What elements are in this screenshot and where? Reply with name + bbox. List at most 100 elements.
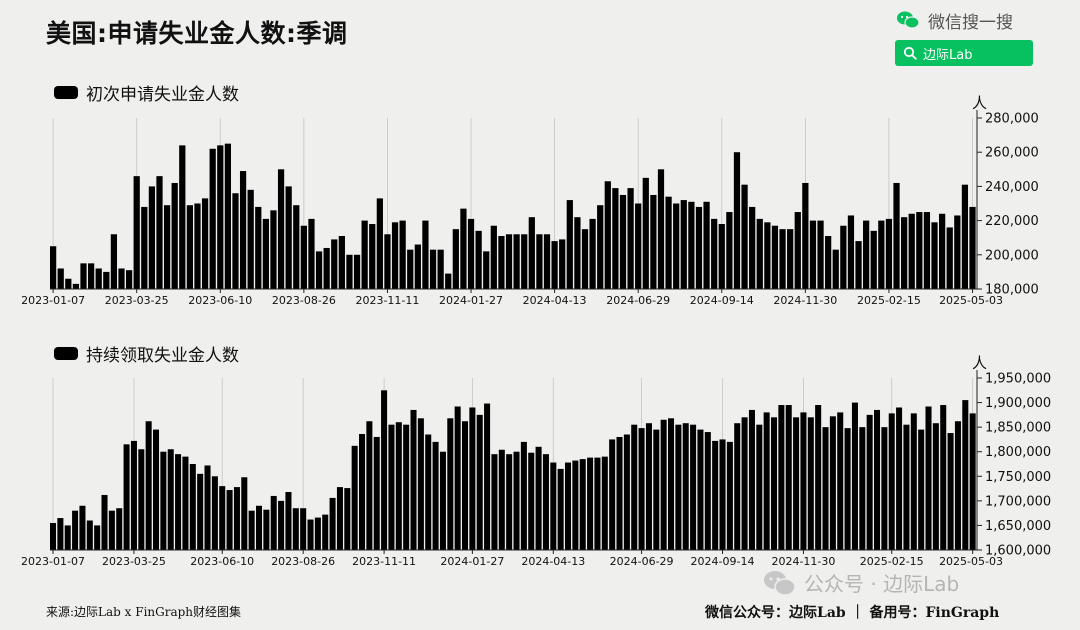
bar xyxy=(439,451,446,550)
x-tick-label: 2023-11-11 xyxy=(355,294,419,307)
bar xyxy=(954,215,961,289)
y-tick-label: 1,700,000 xyxy=(985,494,1051,509)
bar xyxy=(148,186,156,289)
bar xyxy=(505,234,513,289)
bar xyxy=(369,224,376,289)
bar xyxy=(559,239,566,289)
bar xyxy=(764,222,771,289)
x-tick-label: 2023-06-10 xyxy=(190,555,254,568)
bar xyxy=(645,423,652,550)
bar xyxy=(923,212,931,289)
bar xyxy=(351,445,358,550)
bar xyxy=(794,212,801,289)
legend-swatch xyxy=(54,86,78,99)
bar xyxy=(756,218,763,289)
x-tick-label: 2024-06-29 xyxy=(610,555,674,568)
x-tick-label: 2024-04-13 xyxy=(521,555,585,568)
bar xyxy=(145,421,152,550)
bar xyxy=(256,505,263,550)
bar xyxy=(521,234,528,289)
bar xyxy=(844,428,851,550)
bar xyxy=(483,251,490,289)
bar xyxy=(278,500,285,550)
bar xyxy=(946,227,953,289)
y-tick-label: 260,000 xyxy=(985,146,1039,161)
bar xyxy=(95,268,102,289)
bar xyxy=(108,510,115,550)
bar xyxy=(874,409,881,550)
bar xyxy=(395,422,402,550)
bar xyxy=(270,210,277,289)
bar xyxy=(429,249,437,289)
bar xyxy=(771,417,778,550)
bar xyxy=(72,510,79,550)
bar xyxy=(893,182,900,289)
bar xyxy=(391,222,399,289)
bar xyxy=(171,182,178,289)
bar xyxy=(741,184,748,289)
bar xyxy=(697,429,704,550)
y-unit-label: 人 xyxy=(972,94,987,112)
y-unit-label: 人 xyxy=(972,354,987,372)
bar xyxy=(484,403,491,550)
bar xyxy=(962,400,969,550)
bar xyxy=(741,417,748,550)
bar xyxy=(763,412,770,550)
initial-claims-chart: 180,000 200,000 220,000 240,000 260,000 280,0… xyxy=(21,94,1039,307)
bar xyxy=(673,203,680,289)
y-tick-label: 200,000 xyxy=(985,248,1039,263)
bar xyxy=(262,218,269,289)
bar xyxy=(315,251,323,289)
x-tick-label: 2024-06-29 xyxy=(606,294,670,307)
bar xyxy=(138,449,145,550)
x-tick-label: 2023-01-07 xyxy=(21,555,85,568)
bar xyxy=(866,414,873,550)
bar xyxy=(778,405,785,550)
bar xyxy=(594,457,601,550)
bar xyxy=(587,457,594,550)
bar xyxy=(888,413,895,550)
x-tick-label: 2023-03-25 xyxy=(105,294,169,307)
search-icon xyxy=(903,46,917,60)
bar xyxy=(232,193,239,289)
x-tick-label: 2023-01-07 xyxy=(21,294,85,307)
bar xyxy=(307,519,314,550)
bar xyxy=(513,451,520,550)
bar xyxy=(381,390,388,550)
bar xyxy=(612,188,619,289)
bar xyxy=(153,429,160,550)
search-query: 边际Lab xyxy=(923,47,973,63)
bar xyxy=(807,417,814,550)
bar xyxy=(719,439,726,550)
bar xyxy=(859,427,866,550)
bar xyxy=(452,229,459,289)
bar xyxy=(734,423,741,550)
bar xyxy=(197,473,204,550)
bar xyxy=(954,421,961,550)
bar xyxy=(832,249,839,289)
bar xyxy=(574,217,581,289)
bar xyxy=(72,283,80,289)
search-box[interactable]: 边际Lab xyxy=(895,40,1033,66)
bar xyxy=(103,271,110,289)
bar xyxy=(665,196,672,289)
bar xyxy=(50,246,57,289)
bar xyxy=(331,239,338,289)
x-tick-label: 2023-08-26 xyxy=(271,555,335,568)
bar xyxy=(931,222,938,289)
x-tick-label: 2023-11-11 xyxy=(352,555,416,568)
bar xyxy=(469,407,476,550)
bar xyxy=(167,449,174,550)
bar xyxy=(535,446,542,550)
bar xyxy=(373,436,380,550)
bar xyxy=(233,487,240,550)
account-note: 微信公众号：边际Lab ｜ 备用号：FinGraph xyxy=(705,605,1000,621)
bar xyxy=(749,206,756,289)
bar xyxy=(87,263,95,289)
x-tick-label: 2024-01-27 xyxy=(440,555,504,568)
bar xyxy=(422,220,429,289)
bar xyxy=(609,439,616,550)
bar xyxy=(653,429,660,550)
bar xyxy=(179,145,186,289)
y-tick-label: 240,000 xyxy=(985,180,1039,195)
